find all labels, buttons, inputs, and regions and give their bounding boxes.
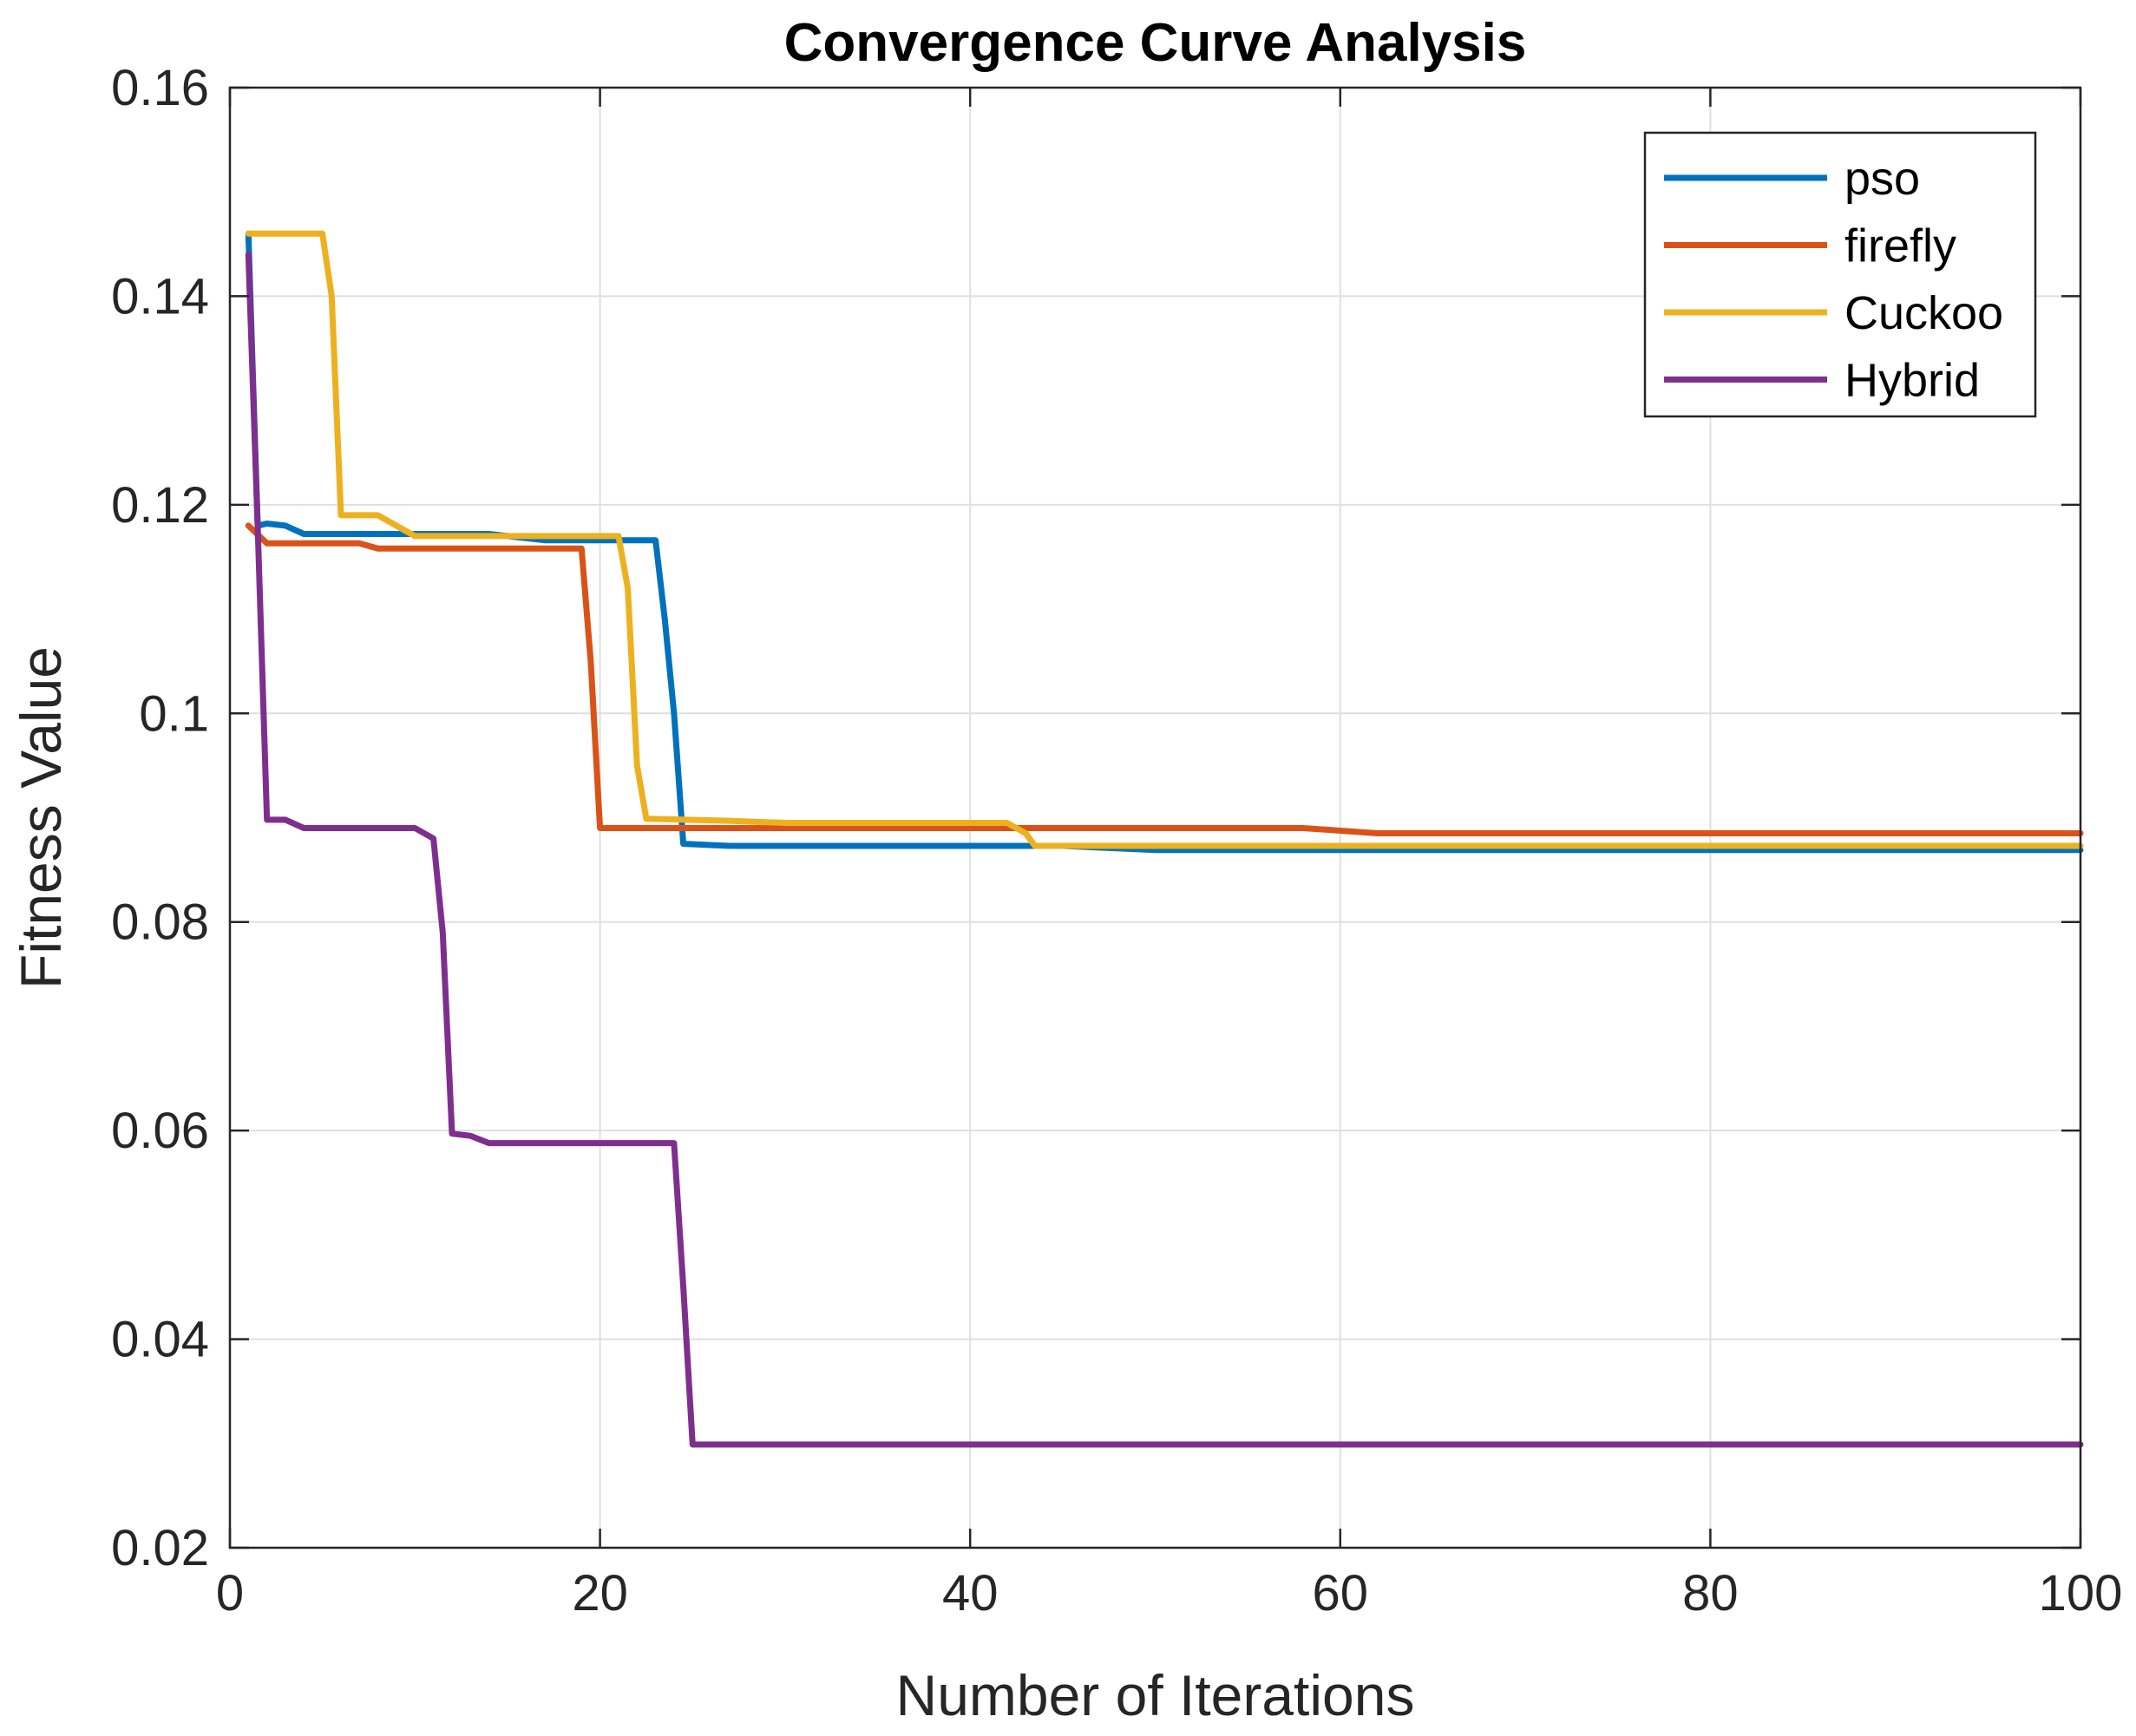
x-tick-label: 100 xyxy=(2039,1565,2123,1621)
x-tick-label: 40 xyxy=(942,1565,999,1621)
y-tick-label: 0.1 xyxy=(139,685,209,742)
x-tick-label: 20 xyxy=(572,1565,628,1621)
legend-label-cuckoo: Cuckoo xyxy=(1844,287,2003,339)
chart-title: Convergence Curve Analysis xyxy=(784,13,1527,73)
x-axis-ticks: 0 20 40 60 80 100 xyxy=(216,88,2123,1621)
y-tick-label: 0.12 xyxy=(111,477,209,534)
legend-label-hybrid: Hybrid xyxy=(1844,355,1980,407)
y-axis-ticks: 0.02 0.04 0.06 0.08 0.1 0.12 0.14 0.16 xyxy=(111,60,2080,1576)
y-tick-label: 0.16 xyxy=(111,60,209,116)
x-tick-label: 80 xyxy=(1682,1565,1739,1621)
y-tick-label: 0.04 xyxy=(111,1312,209,1368)
series-line-hybrid xyxy=(245,251,2084,1448)
y-tick-label: 0.06 xyxy=(111,1103,209,1159)
x-tick-label: 0 xyxy=(216,1565,244,1621)
x-axis-label: Number of Iterations xyxy=(896,1663,1415,1727)
y-axis-label: Fitness Value xyxy=(9,646,73,989)
x-tick-label: 60 xyxy=(1313,1565,1369,1621)
y-tick-label: 0.08 xyxy=(111,894,209,951)
series-lines xyxy=(245,230,2084,1448)
plot-frame xyxy=(228,86,2082,1549)
grid-lines xyxy=(230,88,2080,1548)
legend: pso firefly Cuckoo Hybrid xyxy=(1643,131,2037,418)
y-tick-label: 0.02 xyxy=(111,1520,209,1576)
legend-label-firefly: firefly xyxy=(1844,220,1956,272)
series-line-firefly xyxy=(245,522,2084,836)
legend-label-pso: pso xyxy=(1844,153,1920,205)
series-line-pso xyxy=(245,230,2084,854)
series-line-cuckoo xyxy=(245,230,2084,849)
y-tick-label: 0.14 xyxy=(111,268,209,324)
